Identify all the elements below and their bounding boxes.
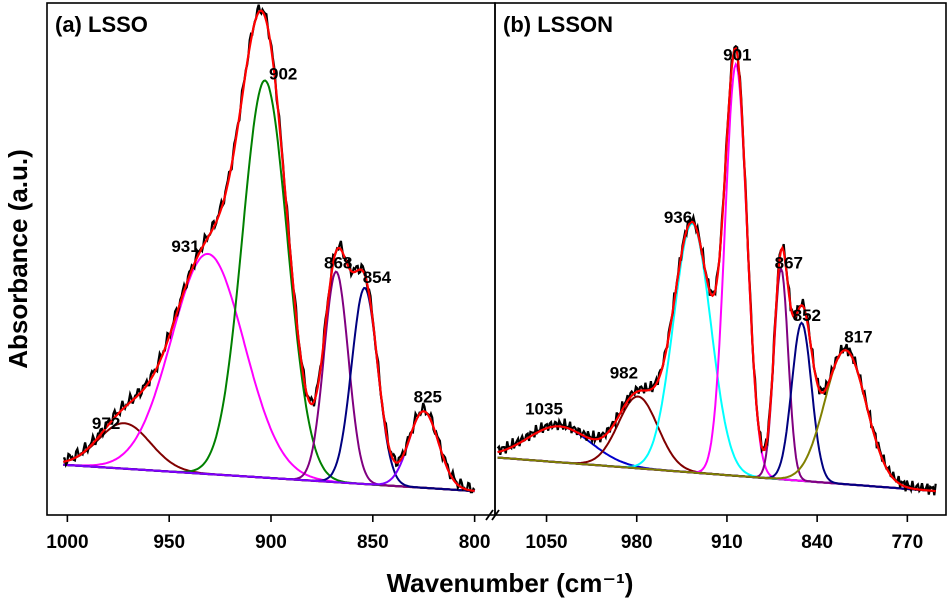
panel-b-plot-area [496, 44, 937, 496]
x-tick-label: 840 [801, 532, 833, 553]
peak-label-868: 868 [324, 254, 352, 273]
x-tick-label: 770 [891, 532, 923, 553]
cumulative-fit [497, 46, 936, 493]
panel-b-frame [494, 2, 947, 516]
x-axis-title: Wavenumber (cm⁻¹) [387, 568, 634, 598]
panel-a-plot-area [63, 4, 476, 494]
peak-label-825: 825 [414, 388, 442, 407]
component-peak-868 [63, 270, 475, 493]
x-tick-label: 980 [621, 532, 653, 553]
panel-b-peak-labels: 1035 982 936 901 867 852 817 [525, 45, 873, 418]
axis-break-mark [485, 509, 500, 521]
x-tick-label: 850 [357, 532, 389, 553]
peak-label-852: 852 [793, 306, 821, 325]
x-tick-label: 1050 [525, 532, 567, 553]
peak-label-1035: 1035 [525, 400, 563, 419]
panel-lsso: (a) LSSO 972 931 902 868 854 825 1000 950 900 85… [46, 2, 496, 553]
component-peak-936 [497, 222, 936, 493]
panel-a-x-ticks: 1000 950 900 850 800 [46, 515, 490, 553]
peak-label-817: 817 [844, 328, 872, 347]
peak-label-867: 867 [775, 254, 803, 273]
x-tick-label: 910 [711, 532, 743, 553]
component-peak-1035 [497, 425, 936, 493]
x-tick-label: 950 [153, 532, 185, 553]
cumulative-fit [63, 9, 475, 492]
panel-b-title: (b) LSSON [503, 12, 613, 37]
peak-label-901: 901 [723, 45, 751, 64]
y-axis-title: Absorbance (a.u.) [3, 149, 33, 369]
panel-a-peak-labels: 972 931 902 868 854 825 [92, 65, 442, 433]
peak-label-902: 902 [269, 65, 297, 84]
peak-label-936: 936 [664, 208, 692, 227]
peak-label-982: 982 [610, 364, 638, 383]
peak-label-972: 972 [92, 414, 120, 433]
x-tick-label: 1000 [46, 532, 88, 553]
peak-label-854: 854 [363, 268, 392, 287]
component-peak-852 [497, 321, 936, 493]
x-tick-label: 900 [255, 532, 287, 553]
panel-b-x-ticks: 1050 980 910 840 770 [525, 515, 923, 553]
peak-label-931: 931 [171, 237, 199, 256]
panel-a-title: (a) LSSO [55, 12, 148, 37]
x-tick-label: 800 [459, 532, 491, 553]
panel-lsson: (b) LSSON 1035 982 936 901 867 852 817 1050 980… [494, 2, 947, 553]
component-peak-931 [63, 252, 475, 493]
